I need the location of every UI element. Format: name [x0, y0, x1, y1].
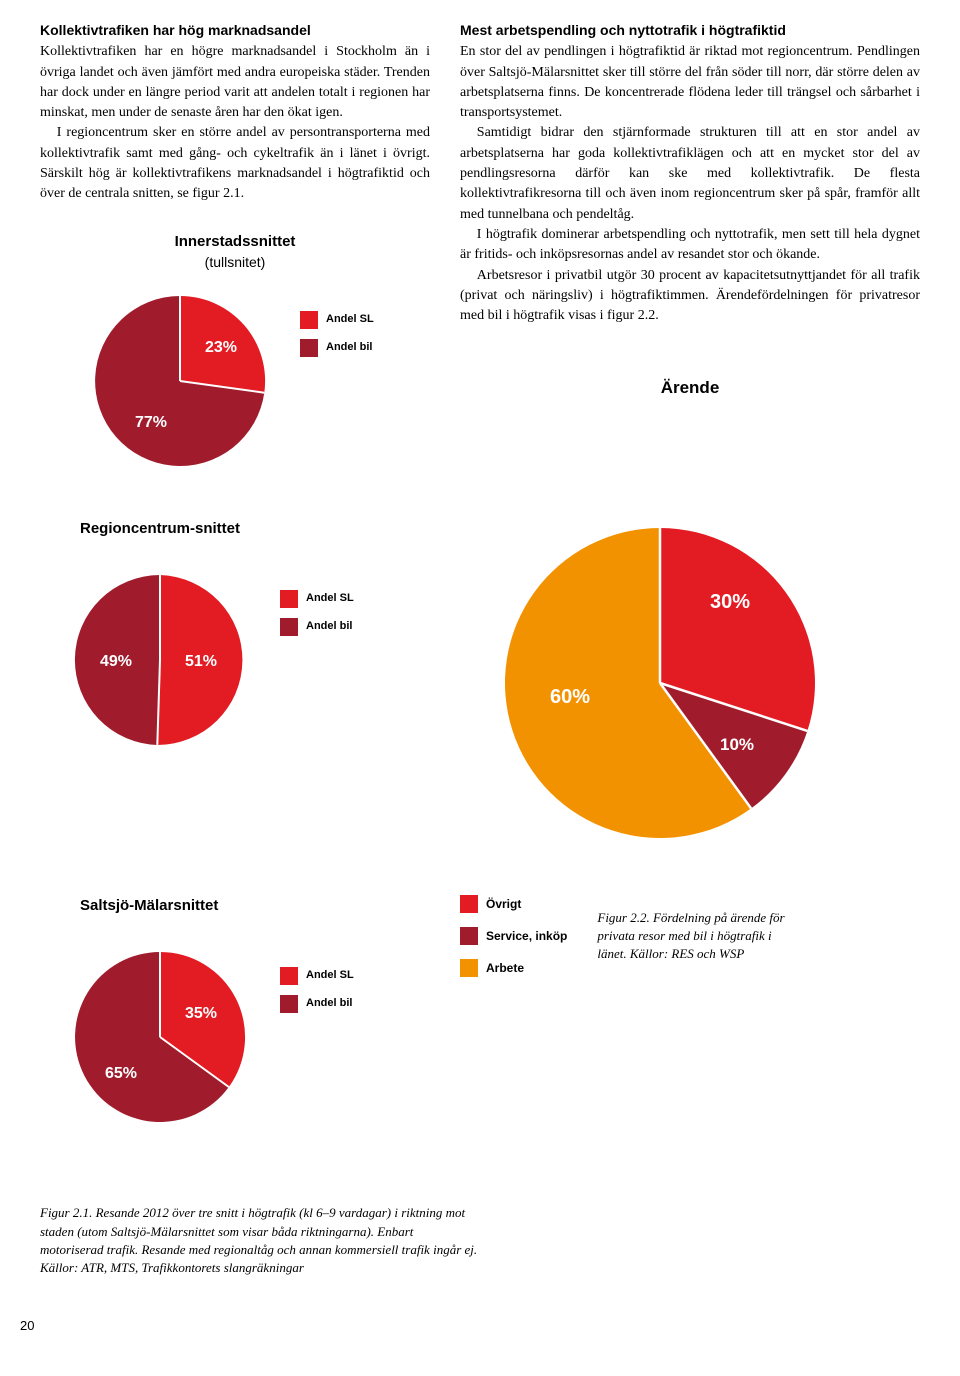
swatch-bil-icon [280, 995, 298, 1013]
right-p2: Samtidigt bidrar den stjärnformade struk… [460, 123, 920, 224]
right-p3: I högtrafik dominerar arbetspendling och… [460, 225, 920, 266]
chart2-bil-label: 51% [185, 650, 217, 673]
arende-legend: Övrigt Service, inköp Arbete [460, 895, 567, 977]
chart1-bil-label: 23% [205, 336, 237, 359]
swatch-ovrigt-icon [460, 895, 478, 913]
chart3-sl-label: 65% [105, 1062, 137, 1085]
page-number: 20 [20, 1317, 920, 1336]
arende-legend-service: Service, inköp [486, 928, 567, 945]
chart-innerstadssnittet: Innerstadssnittet (tullsnitet) 23% 77% [40, 231, 430, 488]
swatch-sl-icon [280, 967, 298, 985]
chart1-legend: Andel SL Andel bil [300, 311, 374, 357]
left-p1: Kollektivtrafiken har en högre marknadsa… [40, 42, 430, 123]
chart1-subtitle: (tullsnitet) [40, 252, 430, 272]
chart2-legend-sl: Andel SL [306, 591, 354, 607]
swatch-bil-icon [280, 618, 298, 636]
chart2-legend-bil: Andel bil [306, 619, 352, 635]
chart3-title: Saltsjö-Mälarsnittet [80, 895, 430, 917]
swatch-service-icon [460, 927, 478, 945]
arende-title: Ärende [460, 376, 920, 401]
swatch-arbete-icon [460, 959, 478, 977]
chart3-bil-label: 35% [185, 1002, 217, 1025]
chart3-legend: Andel SL Andel bil [280, 967, 354, 1013]
chart1-pie [80, 281, 280, 481]
chart3-legend-sl: Andel SL [306, 968, 354, 984]
chart2-title: Regioncentrum-snittet [80, 518, 430, 540]
chart1-legend-bil: Andel bil [326, 340, 372, 356]
left-p2: I regioncentrum sker en större andel av … [40, 123, 430, 204]
swatch-sl-icon [280, 590, 298, 608]
chart2-pie [60, 560, 260, 760]
right-heading: Mest arbetspendling och nyttotrafik i hö… [460, 20, 920, 40]
figure-2-2-caption: Figur 2.2. Fördelning på ärende för priv… [597, 909, 797, 964]
chart1-legend-sl: Andel SL [326, 312, 374, 328]
arende-pie [460, 518, 860, 848]
right-p4: Arbetsresor i privatbil utgör 30 procent… [460, 266, 920, 327]
swatch-sl-icon [300, 311, 318, 329]
chart3-pie [60, 937, 260, 1137]
chart1-title: Innerstadssnittet [40, 231, 430, 253]
chart2-sl-label: 49% [100, 650, 132, 673]
arende-ovrigt-label: 30% [710, 588, 750, 617]
left-heading: Kollektivtrafiken har hög marknadsandel [40, 20, 430, 40]
swatch-bil-icon [300, 339, 318, 357]
chart3-legend-bil: Andel bil [306, 996, 352, 1012]
arende-legend-arbete: Arbete [486, 960, 524, 977]
right-p1: En stor del av pendlingen i högtrafiktid… [460, 42, 920, 123]
arende-arbete-label: 60% [550, 683, 590, 712]
arende-service-label: 10% [720, 733, 754, 758]
chart2-legend: Andel SL Andel bil [280, 590, 354, 636]
arende-legend-ovrigt: Övrigt [486, 896, 521, 913]
figure-2-1-caption: Figur 2.1. Resande 2012 över tre snitt i… [40, 1204, 480, 1277]
chart1-sl-label: 77% [135, 411, 167, 434]
